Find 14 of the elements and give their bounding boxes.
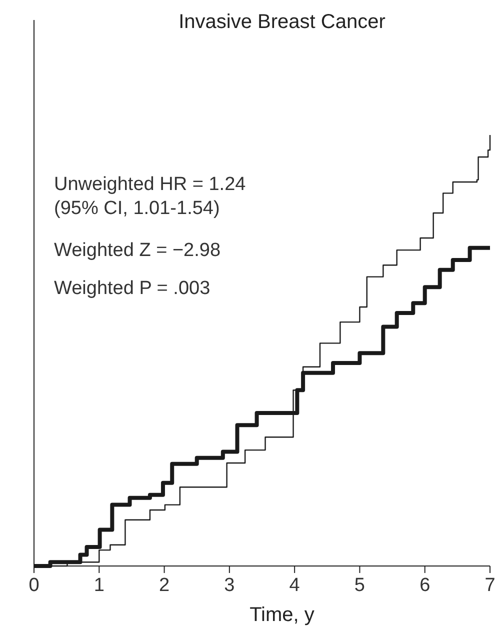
x-tick-label: 3 — [224, 575, 235, 596]
x-axis-title: Time, y — [250, 604, 314, 626]
annotation: Unweighted HR = 1.24 — [54, 174, 246, 195]
annotation: (95% CI, 1.01-1.54) — [54, 198, 220, 219]
annotation: Weighted P = .003 — [54, 278, 210, 299]
annotation: Weighted Z = −2.98 — [54, 240, 221, 261]
x-tick-label: 5 — [354, 575, 366, 596]
x-tick-label: 6 — [420, 575, 430, 596]
x-tick-label: 2 — [158, 575, 170, 596]
x-tick-label: 1 — [94, 575, 104, 596]
x-tick-label: 7 — [484, 575, 496, 596]
x-tick-label: 0 — [28, 575, 40, 596]
chart-title: Invasive Breast Cancer — [178, 11, 386, 33]
x-tick-label: 4 — [289, 575, 300, 596]
